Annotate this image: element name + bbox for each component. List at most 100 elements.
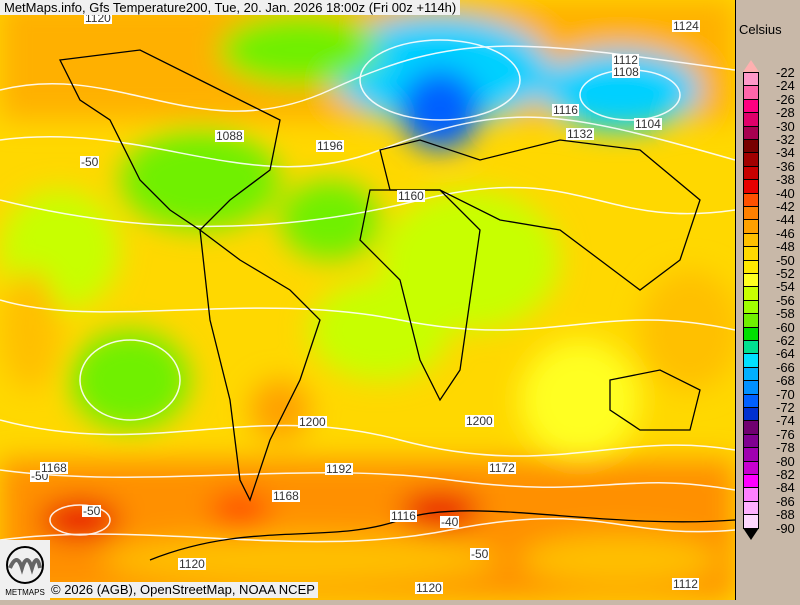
contour-label: -50 [82, 504, 102, 518]
legend-label: -78 [776, 440, 795, 456]
legend-swatch [743, 125, 759, 140]
legend-label: -74 [776, 413, 795, 429]
legend-swatch [743, 487, 759, 502]
legend-swatch [743, 420, 759, 435]
contour-label: 1192 [325, 462, 353, 476]
legend-label: -72 [776, 400, 795, 415]
legend-bottom-arrow [743, 527, 759, 540]
legend-swatch [743, 474, 759, 489]
legend-label: -44 [776, 212, 795, 228]
legend-label: -88 [776, 507, 795, 523]
legend-label: -80 [776, 453, 795, 469]
legend-swatch [743, 98, 759, 114]
legend-swatch [743, 433, 759, 449]
contour-label: 1160 [397, 189, 425, 203]
legend-label: -36 [776, 158, 795, 174]
legend-swatch [743, 85, 759, 100]
legend-swatch [743, 380, 759, 395]
temperature-map[interactable] [0, 0, 735, 600]
contour-label: 1120 [415, 581, 443, 595]
legend-swatch [743, 313, 759, 328]
legend-swatch [743, 192, 759, 207]
legend-label: -32 [776, 132, 795, 147]
contour-label: 1200 [465, 414, 494, 428]
contour-label: 1168 [272, 489, 300, 503]
contour-label: 1112 [672, 577, 699, 591]
legend-swatch [743, 179, 759, 194]
contour-label: 1132 [566, 127, 594, 141]
legend-label: -48 [776, 239, 795, 255]
legend-label: -30 [776, 118, 795, 134]
legend-swatch [743, 353, 759, 368]
legend-swatch [743, 165, 759, 181]
legend-swatch [743, 460, 759, 475]
legend-label: -76 [776, 426, 795, 442]
legend-swatch [743, 139, 759, 154]
contour-label: 1200 [298, 415, 327, 429]
contour-label: 1116 [552, 103, 579, 117]
legend-label: -40 [776, 185, 795, 201]
contour-label: 1120 [84, 11, 112, 25]
contour-label: -50 [470, 547, 490, 561]
temperature-field [0, 0, 735, 600]
contour-label: 1104 [634, 117, 662, 131]
legend-swatch [743, 286, 759, 301]
legend-label: -54 [776, 279, 795, 295]
contour-label: 1196 [316, 139, 344, 153]
legend-unit: Celsius [739, 22, 782, 37]
legend-label: -86 [776, 493, 795, 509]
map-title: MetMaps.info, Gfs Temperature200, Tue, 2… [0, 0, 461, 15]
legend-label: -42 [776, 199, 795, 214]
contour-label: 1108 [612, 65, 640, 79]
legend-swatch [743, 273, 759, 288]
contour-label: -50 [80, 155, 100, 169]
legend-label: -82 [776, 467, 795, 482]
legend-label: -52 [776, 266, 795, 281]
legend-label: -70 [776, 386, 795, 402]
legend-swatch [743, 219, 759, 234]
legend-label: -62 [776, 333, 795, 348]
legend-label: -26 [776, 91, 795, 107]
legend-swatch [743, 206, 759, 221]
contour-label: 1124 [672, 19, 700, 33]
legend-top-arrow [743, 60, 759, 72]
metmaps-logo: METMAPS [0, 540, 50, 600]
legend-swatch [743, 393, 759, 408]
legend-swatch [743, 514, 759, 529]
legend-label: -90 [776, 520, 795, 536]
contour-label: 1120 [178, 557, 206, 571]
legend-swatch [743, 112, 759, 127]
credits: © 2026 (AGB), OpenStreetMap, NOAA NCEP [48, 582, 318, 598]
contour-lines [0, 39, 735, 543]
legend-label: -34 [776, 145, 795, 161]
legend-label: -24 [776, 78, 795, 94]
legend-swatch [743, 500, 759, 516]
coastlines [59, 49, 735, 561]
legend-swatch [743, 152, 759, 167]
contour-label: 1172 [488, 461, 516, 475]
legend-swatch [743, 326, 759, 341]
metmaps-logo-icon: METMAPS [5, 546, 45, 597]
legend-label: -38 [776, 172, 795, 188]
legend-label: -22 [776, 65, 795, 80]
contour-label: 1112 [612, 53, 639, 67]
legend-label: -50 [776, 252, 795, 268]
legend-label: -84 [776, 480, 795, 496]
legend-label: -46 [776, 225, 795, 241]
legend-label: -28 [776, 105, 795, 121]
legend-swatch [743, 259, 759, 274]
legend-label: -60 [776, 319, 795, 335]
contour-label: 1168 [40, 461, 68, 475]
legend-swatch [743, 232, 759, 248]
legend-panel: Celsius -22 -24 -26 -28 -30 -32 -34 -36 -38 -40 -4… [735, 0, 800, 600]
legend-label: -58 [776, 306, 795, 322]
contour-label: 1088 [215, 129, 244, 143]
legend-label: -66 [776, 359, 795, 375]
legend-swatch [743, 407, 759, 422]
contour-label: 1116 [390, 509, 417, 523]
legend-label: -56 [776, 292, 795, 308]
contour-label: -40 [440, 515, 460, 529]
legend-swatch [743, 299, 759, 315]
legend-swatch [743, 447, 759, 462]
legend-label: -64 [776, 346, 795, 362]
